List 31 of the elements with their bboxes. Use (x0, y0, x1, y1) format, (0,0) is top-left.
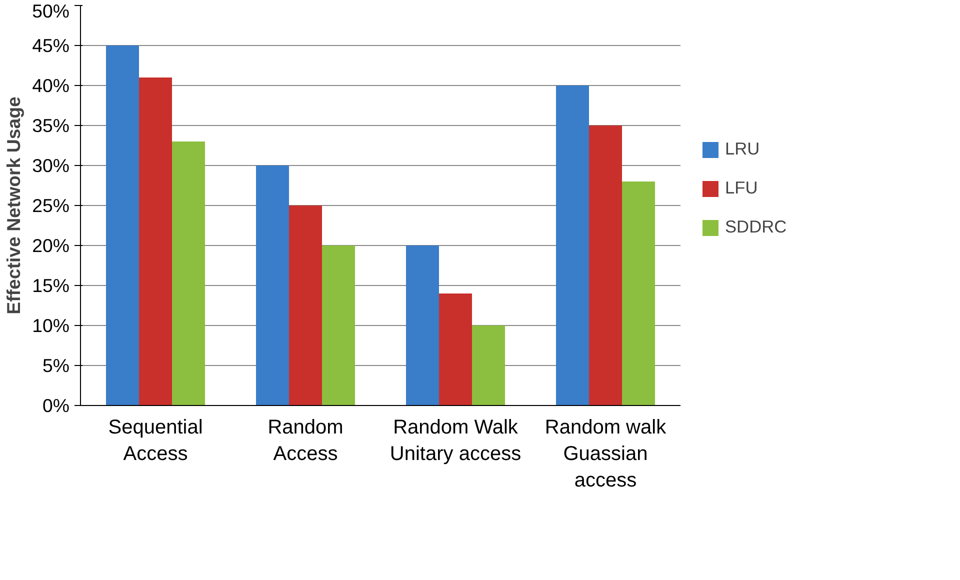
bar (256, 166, 289, 406)
y-tick-label: 25% (32, 195, 70, 216)
legend-label: LFU (725, 178, 758, 198)
bar (106, 46, 139, 406)
x-tick-label: Random walk Guassian access (544, 416, 668, 492)
y-tick-label: 10% (32, 315, 70, 336)
bar (406, 246, 439, 406)
bar (289, 206, 322, 406)
bar (589, 126, 622, 406)
y-tick-label: 40% (32, 75, 70, 96)
legend-label: SDDRC (725, 216, 787, 238)
bar (472, 326, 505, 406)
y-tick-label: 20% (32, 235, 70, 256)
bar (322, 246, 355, 406)
y-tick-label: 5% (42, 355, 70, 376)
y-tick-label: 50% (32, 0, 70, 22)
y-tick-label: 30% (32, 155, 70, 176)
x-tick-label: Sequential Access (108, 416, 203, 465)
y-axis-title: Effective Network Usage (3, 96, 24, 314)
y-tick-label: 35% (32, 115, 70, 136)
bar (172, 142, 205, 406)
x-tick-label: Random Walk Unitary access (390, 416, 522, 465)
bar (556, 86, 589, 406)
bar (622, 182, 655, 406)
y-tick-label: 0% (42, 395, 70, 416)
y-tick-label: 15% (32, 275, 70, 296)
legend-label: LRU (725, 138, 760, 160)
x-tick-label: Random Access (268, 416, 344, 465)
bar (139, 78, 172, 406)
bar (439, 294, 472, 406)
y-tick-label: 45% (32, 35, 70, 56)
